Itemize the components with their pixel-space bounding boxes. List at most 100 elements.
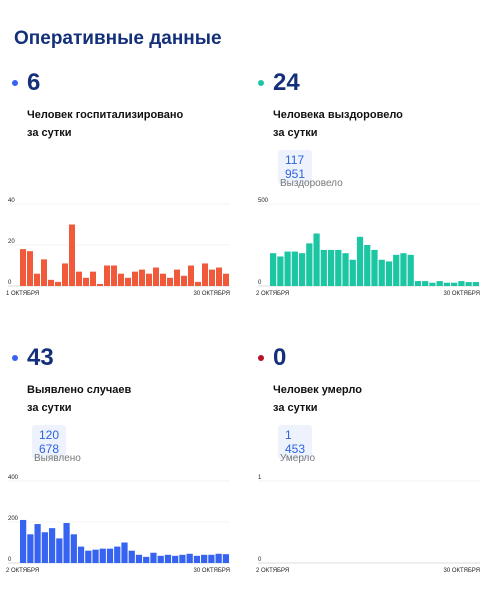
bar: [99, 548, 106, 563]
recovered-description: Человека выздоровело за сутки: [273, 106, 473, 142]
bar: [472, 282, 479, 286]
x-end-label: 30 ОКТЯБРЯ: [193, 291, 230, 297]
bar: [121, 542, 128, 563]
detected-chart: 0 200 400 2 ОКТЯБРЯ 30 ОКТЯБРЯ: [6, 475, 230, 574]
bar: [76, 271, 82, 286]
bar: [443, 282, 451, 286]
bar: [160, 273, 166, 286]
bar: [429, 282, 436, 286]
bar: [172, 555, 179, 563]
bar: [407, 254, 414, 286]
bar: [349, 259, 356, 286]
bar: [150, 552, 157, 563]
bar: [104, 265, 110, 286]
bar: [56, 538, 63, 563]
bar: [327, 249, 335, 286]
bar: [270, 253, 277, 286]
recovered-dot: [258, 80, 264, 86]
y-tick-label: 200: [8, 516, 19, 522]
bar: [356, 236, 364, 286]
bar: [90, 271, 96, 286]
bar: [77, 546, 85, 563]
died-count: 0: [273, 344, 287, 371]
bar: [222, 554, 229, 563]
bar: [41, 532, 48, 563]
bar: [320, 249, 327, 286]
bar: [422, 281, 429, 286]
hospitalized-count: 6: [27, 69, 41, 96]
died-chart: 0 1 2 ОКТЯБРЯ 30 ОКТЯБРЯ: [256, 475, 480, 574]
bar: [364, 245, 371, 286]
died-total: 1 453: [278, 425, 313, 459]
recovered-chart: 0 500 2 ОКТЯБРЯ 30 ОКТЯБРЯ: [256, 198, 480, 297]
bar: [41, 259, 47, 286]
bar: [215, 553, 222, 563]
died-dot: [258, 355, 264, 361]
bar: [20, 519, 27, 563]
bar: [135, 554, 143, 563]
bar: [106, 548, 114, 563]
hospitalized-line1: Человек госпитализировано: [27, 109, 184, 121]
y-tick-label: 0: [8, 280, 12, 286]
bar: [223, 273, 229, 286]
bar: [153, 267, 159, 286]
bar: [118, 273, 124, 286]
bar: [70, 534, 77, 563]
bar: [48, 528, 56, 563]
bar: [188, 265, 194, 286]
bar: [114, 546, 121, 563]
y-tick-label: 40: [8, 198, 15, 204]
y-tick-label: 20: [8, 239, 15, 245]
died-total-label: Умерло: [280, 453, 316, 464]
detected-line1: Выявлено случаев: [27, 384, 132, 396]
bar: [157, 555, 164, 563]
bar: [62, 263, 68, 286]
died-description: Человек умерло за сутки: [273, 381, 473, 417]
bar: [125, 277, 131, 286]
bar: [400, 253, 407, 286]
bar: [179, 554, 186, 563]
detected-total-label: Выявлено: [34, 453, 81, 464]
y-tick-label: 1: [258, 475, 262, 481]
detected-line2: за сутки: [27, 402, 72, 414]
bar: [85, 550, 92, 563]
x-start-label: 2 ОКТЯБРЯ: [256, 568, 289, 574]
recovered-count: 24: [273, 69, 300, 96]
bar: [164, 554, 172, 563]
y-tick-label: 400: [8, 475, 19, 481]
y-tick-label: 0: [258, 280, 262, 286]
bar: [97, 283, 103, 286]
bar: [186, 553, 193, 563]
bar: [451, 282, 458, 286]
bar: [298, 253, 306, 286]
bar: [111, 265, 117, 286]
bar: [201, 554, 208, 563]
x-start-label: 1 ОКТЯБРЯ: [6, 291, 39, 297]
bar: [143, 556, 150, 563]
hospitalized-chart: 0 20 40 1 ОКТЯБРЯ 30 ОКТЯБРЯ: [6, 198, 230, 297]
bar: [209, 269, 215, 286]
bar: [277, 256, 284, 286]
y-tick-label: 0: [258, 557, 262, 563]
bar: [208, 554, 215, 563]
bar: [193, 555, 201, 563]
bar: [34, 273, 40, 286]
y-tick-label: 0: [8, 557, 12, 563]
bar: [27, 534, 34, 563]
detected-dot: [12, 355, 18, 361]
bar: [139, 269, 145, 286]
recovered-total-label: Выздоровело: [280, 178, 343, 189]
bar: [146, 273, 152, 286]
bar: [284, 251, 291, 286]
bar: [128, 550, 135, 563]
bar: [458, 281, 465, 286]
bar: [63, 523, 70, 563]
bar: [55, 281, 61, 286]
hospitalized-description: Человек госпитализировано за сутки: [27, 106, 227, 142]
hospitalized-dot: [12, 80, 18, 86]
bar: [371, 249, 378, 286]
died-line1: Человек умерло: [273, 384, 362, 396]
died-line2: за сутки: [273, 402, 318, 414]
recovered-line2: за сутки: [273, 127, 318, 139]
hospitalized-line2: за сутки: [27, 127, 72, 139]
